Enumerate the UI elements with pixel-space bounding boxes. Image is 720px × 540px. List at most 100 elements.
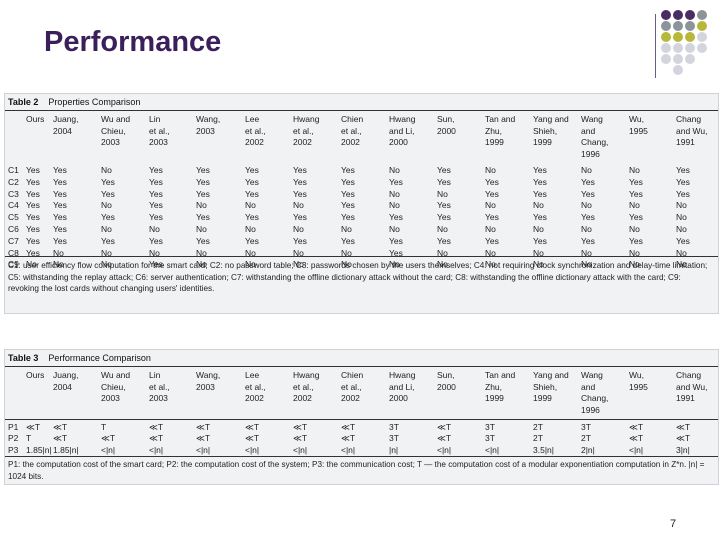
table-3-caption: Table 3 Performance Comparison [8, 353, 151, 365]
table-cell: <|n| [485, 445, 499, 457]
column-header: Wang, 2003 [196, 370, 220, 393]
table-cell: 3|n| [676, 445, 690, 457]
column-header: Ours [26, 370, 44, 382]
table-cell: Yes [26, 200, 40, 212]
table-cell: Yes [196, 189, 210, 201]
table-2-footnote: C1: user efficiency flow computation for… [8, 260, 714, 295]
column-header: Yang and Shieh, 1999 [533, 114, 569, 149]
table-cell: No [245, 200, 256, 212]
column-header: Ours [26, 114, 44, 126]
column-header: Hwang and Li, 2000 [389, 114, 415, 149]
table-cell: Yes [26, 189, 40, 201]
table-cell: Yes [341, 212, 355, 224]
column-header: Chien et al., 2002 [341, 114, 363, 149]
row-label: P1 [8, 422, 18, 434]
table-cell: 1.85|n| [26, 445, 52, 457]
table-cell: Yes [245, 212, 259, 224]
row-label: C1 [8, 165, 19, 177]
table-cell: No [341, 248, 352, 260]
table-cell: No [629, 224, 640, 236]
table-3-name: Performance Comparison [48, 353, 151, 363]
column-header: Sun, 2000 [437, 370, 456, 393]
table-cell: ≪T [629, 422, 643, 434]
table-cell: Yes [149, 200, 163, 212]
decorative-dot [697, 10, 707, 20]
table-cell: Yes [341, 236, 355, 248]
table-cell: Yes [341, 189, 355, 201]
table-cell: ≪T [149, 422, 163, 434]
table-2-caption: Table 2 Properties Comparison [8, 97, 140, 109]
decorative-dot [685, 10, 695, 20]
table-cell: No [676, 212, 687, 224]
table-cell: <|n| [196, 445, 210, 457]
decorative-dot [697, 21, 707, 31]
table-cell: ≪T [629, 433, 643, 445]
table-cell: No [389, 224, 400, 236]
table-2-name: Properties Comparison [48, 97, 140, 107]
table-cell: ≪T [341, 433, 355, 445]
table-cell: Yes [196, 177, 210, 189]
table-cell: Yes [196, 212, 210, 224]
table-cell: Yes [245, 165, 259, 177]
table-cell: Yes [533, 236, 547, 248]
table-cell: Yes [437, 177, 451, 189]
table-cell: No [101, 224, 112, 236]
column-header: Lin et al., 2003 [149, 370, 170, 405]
table-cell: Yes [389, 248, 403, 260]
column-header: Wang and Chang, 1996 [581, 370, 608, 417]
table-cell: No [389, 165, 400, 177]
table-cell: Yes [676, 189, 690, 201]
table-cell: No [389, 200, 400, 212]
table-cell: No [293, 224, 304, 236]
table-cell: ≪T [101, 433, 115, 445]
table-cell: Yes [389, 236, 403, 248]
table-2-label: Table 2 [8, 97, 38, 107]
row-label: P3 [8, 445, 18, 457]
table-cell: No [533, 200, 544, 212]
table-cell: No [101, 200, 112, 212]
column-header: Chang and Wu, 1991 [676, 114, 708, 149]
decorative-dot [661, 10, 671, 20]
column-header: Lee et al., 2002 [245, 114, 266, 149]
table-cell: No [581, 224, 592, 236]
table-cell: No [245, 224, 256, 236]
table-cell: No [293, 248, 304, 260]
table-3-performance-comparison: Table 3 Performance Comparison Ours Juang,… [4, 349, 719, 485]
column-header: Wu and Chieu, 2003 [101, 370, 130, 405]
column-header: Wang, 2003 [196, 114, 220, 137]
column-header: Sun, 2000 [437, 114, 456, 137]
table-cell: No [341, 224, 352, 236]
column-header: Yang and Shieh, 1999 [533, 370, 569, 405]
table-cell: Yes [26, 248, 40, 260]
table-cell: Yes [101, 236, 115, 248]
table-cell: Yes [26, 177, 40, 189]
column-header: Tan and Zhu, 1999 [485, 114, 515, 149]
table-cell: Yes [101, 189, 115, 201]
table-cell: Yes [581, 212, 595, 224]
table-cell: No [437, 248, 448, 260]
decorative-dot [673, 54, 683, 64]
table-cell: Yes [53, 189, 67, 201]
table-cell: 3T [389, 433, 399, 445]
table-cell: Yes [149, 177, 163, 189]
table-cell: <|n| [149, 445, 163, 457]
table-3-label: Table 3 [8, 353, 38, 363]
decorative-dot [685, 21, 695, 31]
table-cell: Yes [196, 236, 210, 248]
column-header: Wu, 1995 [629, 370, 648, 393]
table-cell: <|n| [293, 445, 307, 457]
table-cell: Yes [293, 165, 307, 177]
table-rule [5, 366, 718, 367]
table-cell: Yes [341, 165, 355, 177]
table-cell: No [437, 224, 448, 236]
table-cell: Yes [581, 236, 595, 248]
column-header: Chang and Wu, 1991 [676, 370, 708, 405]
table-cell: Yes [53, 212, 67, 224]
table-cell: Yes [245, 236, 259, 248]
table-cell: Yes [629, 177, 643, 189]
table-cell: Yes [533, 177, 547, 189]
table-cell: Yes [533, 189, 547, 201]
table-cell: 1.85|n| [53, 445, 79, 457]
table-cell: Yes [53, 165, 67, 177]
table-rule [5, 419, 718, 420]
